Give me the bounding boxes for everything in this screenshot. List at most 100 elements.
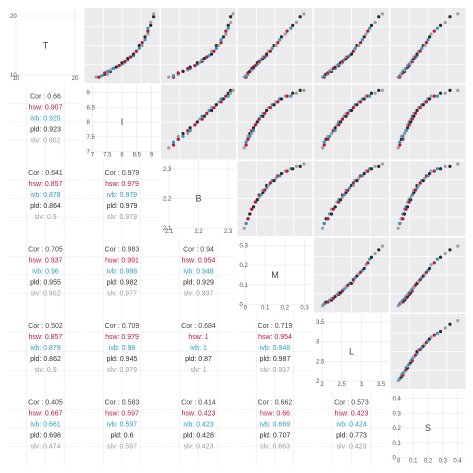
y-tick-label: 0.2	[240, 263, 249, 269]
scatter-point	[322, 143, 326, 147]
panel-M-S	[390, 237, 466, 313]
scatter-point	[404, 207, 408, 211]
scatter-point	[320, 146, 325, 150]
correlation-value: 0.979	[121, 181, 139, 188]
correlation-label: pld:	[30, 356, 43, 363]
correlation-text-ivb: ivb: 0.948	[260, 345, 290, 352]
correlation-value: 0.864	[43, 203, 61, 210]
correlation-label: slv:	[34, 367, 46, 374]
correlation-text-pld: pld: 0.987	[260, 356, 291, 363]
correlation-text-ivb: ivb: 0.423	[183, 422, 213, 429]
correlation-text-cor: Cor : 0.414	[181, 400, 216, 407]
x-tick-label: 2.1	[165, 229, 174, 235]
scatter-point	[274, 43, 278, 48]
scatter-point	[443, 164, 447, 168]
x-tick-label: 3	[360, 382, 364, 388]
scatter-point	[176, 137, 180, 141]
panel-M-M: 0 0.1 0.2 0.3 0.3 0.2 0.1 0 M	[237, 237, 313, 313]
correlation-label: ivb:	[190, 345, 203, 352]
scatter-point	[253, 123, 258, 127]
correlation-value: 0.857	[45, 181, 63, 188]
correlation-value: 0.879	[43, 345, 61, 352]
scatter-point	[229, 91, 233, 95]
correlation-value: 0.9	[47, 214, 57, 221]
scatter-point	[265, 186, 269, 190]
x-tick-label: 7.5	[103, 153, 112, 159]
scatter-point	[456, 162, 460, 166]
correlation-text-cor: Cor : 0.719	[258, 323, 293, 330]
correlation-text-slv: slv: 0.979	[107, 214, 137, 221]
scatter-point	[448, 164, 452, 168]
correlation-value: 0.583	[122, 400, 140, 407]
correlation-text-slv: slv: 0.977	[107, 291, 137, 298]
scatter-point	[326, 217, 330, 221]
scatter-point	[396, 226, 400, 230]
scatter-point	[250, 131, 254, 136]
scatter-point	[272, 103, 276, 107]
correlation-text-ivb: ivb: 0.979	[107, 192, 137, 199]
scatter-point	[149, 20, 153, 25]
scatter-point	[198, 61, 202, 65]
scatter-point	[152, 12, 156, 16]
scatter-point	[368, 26, 372, 30]
panel-M-L	[314, 237, 389, 313]
scatter-point	[344, 114, 348, 118]
correlation-value: 0.719	[275, 323, 293, 330]
panel-L-L: 2 2.5 3 3.5 3.5 3 2.5 2 L	[314, 314, 389, 389]
y-tick-label: 8.5	[87, 105, 96, 111]
scatter-point	[294, 20, 299, 25]
scatter-point	[410, 117, 414, 121]
x-tick-label: 0.4	[453, 459, 462, 465]
scatter-point	[298, 164, 302, 168]
scatter-point	[412, 114, 416, 118]
scatter-point	[209, 108, 214, 113]
y-tick-label: 0.1	[240, 283, 249, 289]
scatter-point	[186, 129, 190, 133]
scatter-point	[205, 111, 209, 115]
scatter-point	[257, 195, 261, 199]
correlation-label: hsw:	[29, 334, 45, 341]
scatter-point	[278, 174, 282, 178]
scatter-point	[340, 117, 345, 121]
scatter-point	[456, 88, 460, 92]
scatter-point	[285, 94, 289, 98]
correlation-text-hsw: hsw: 0.954	[258, 334, 292, 341]
correlation-value: 0.66	[276, 411, 290, 418]
correlation-value: 0.862	[43, 356, 61, 363]
scatter-point	[377, 164, 381, 168]
correlation-label: Cor :	[183, 247, 200, 254]
correlation-value: 0.669	[273, 422, 291, 429]
scatter-point	[214, 43, 218, 48]
correlation-label: ivb:	[30, 422, 43, 429]
scatter-point	[278, 38, 282, 42]
scatter-point	[424, 100, 429, 104]
scatter-point	[285, 29, 289, 33]
scatter-point	[348, 186, 352, 190]
scatter-point	[438, 255, 443, 259]
variable-label: M	[271, 270, 279, 280]
correlation-label: ivb:	[336, 422, 349, 429]
correlation-label: Cor :	[105, 323, 122, 330]
scatter-point	[217, 43, 221, 48]
scatter-point	[224, 29, 228, 33]
correlation-text-hsw: hsw: 0.857	[29, 334, 63, 341]
scatter-point	[429, 32, 433, 36]
correlation-label: slv:	[107, 214, 119, 221]
scatter-point	[432, 94, 436, 98]
scatter-point	[448, 248, 452, 252]
scatter-point	[456, 244, 460, 248]
y-tick-label: 0.2	[393, 426, 402, 432]
scatter-point	[344, 190, 348, 195]
panel-T-S	[390, 8, 466, 83]
scatter-point	[279, 97, 284, 101]
correlation-value: 0.979	[120, 192, 138, 199]
scatter-point	[244, 140, 248, 144]
scatter-point	[373, 91, 377, 95]
correlation-text-cor: Cor : 0.641	[28, 170, 63, 177]
correlation-label: ivb:	[32, 269, 45, 276]
correlation-label: pld:	[30, 433, 43, 440]
x-tick-label: 2.3	[224, 229, 233, 235]
x-tick-label: 0.2	[281, 306, 290, 312]
correlation-label: slv:	[107, 291, 119, 298]
